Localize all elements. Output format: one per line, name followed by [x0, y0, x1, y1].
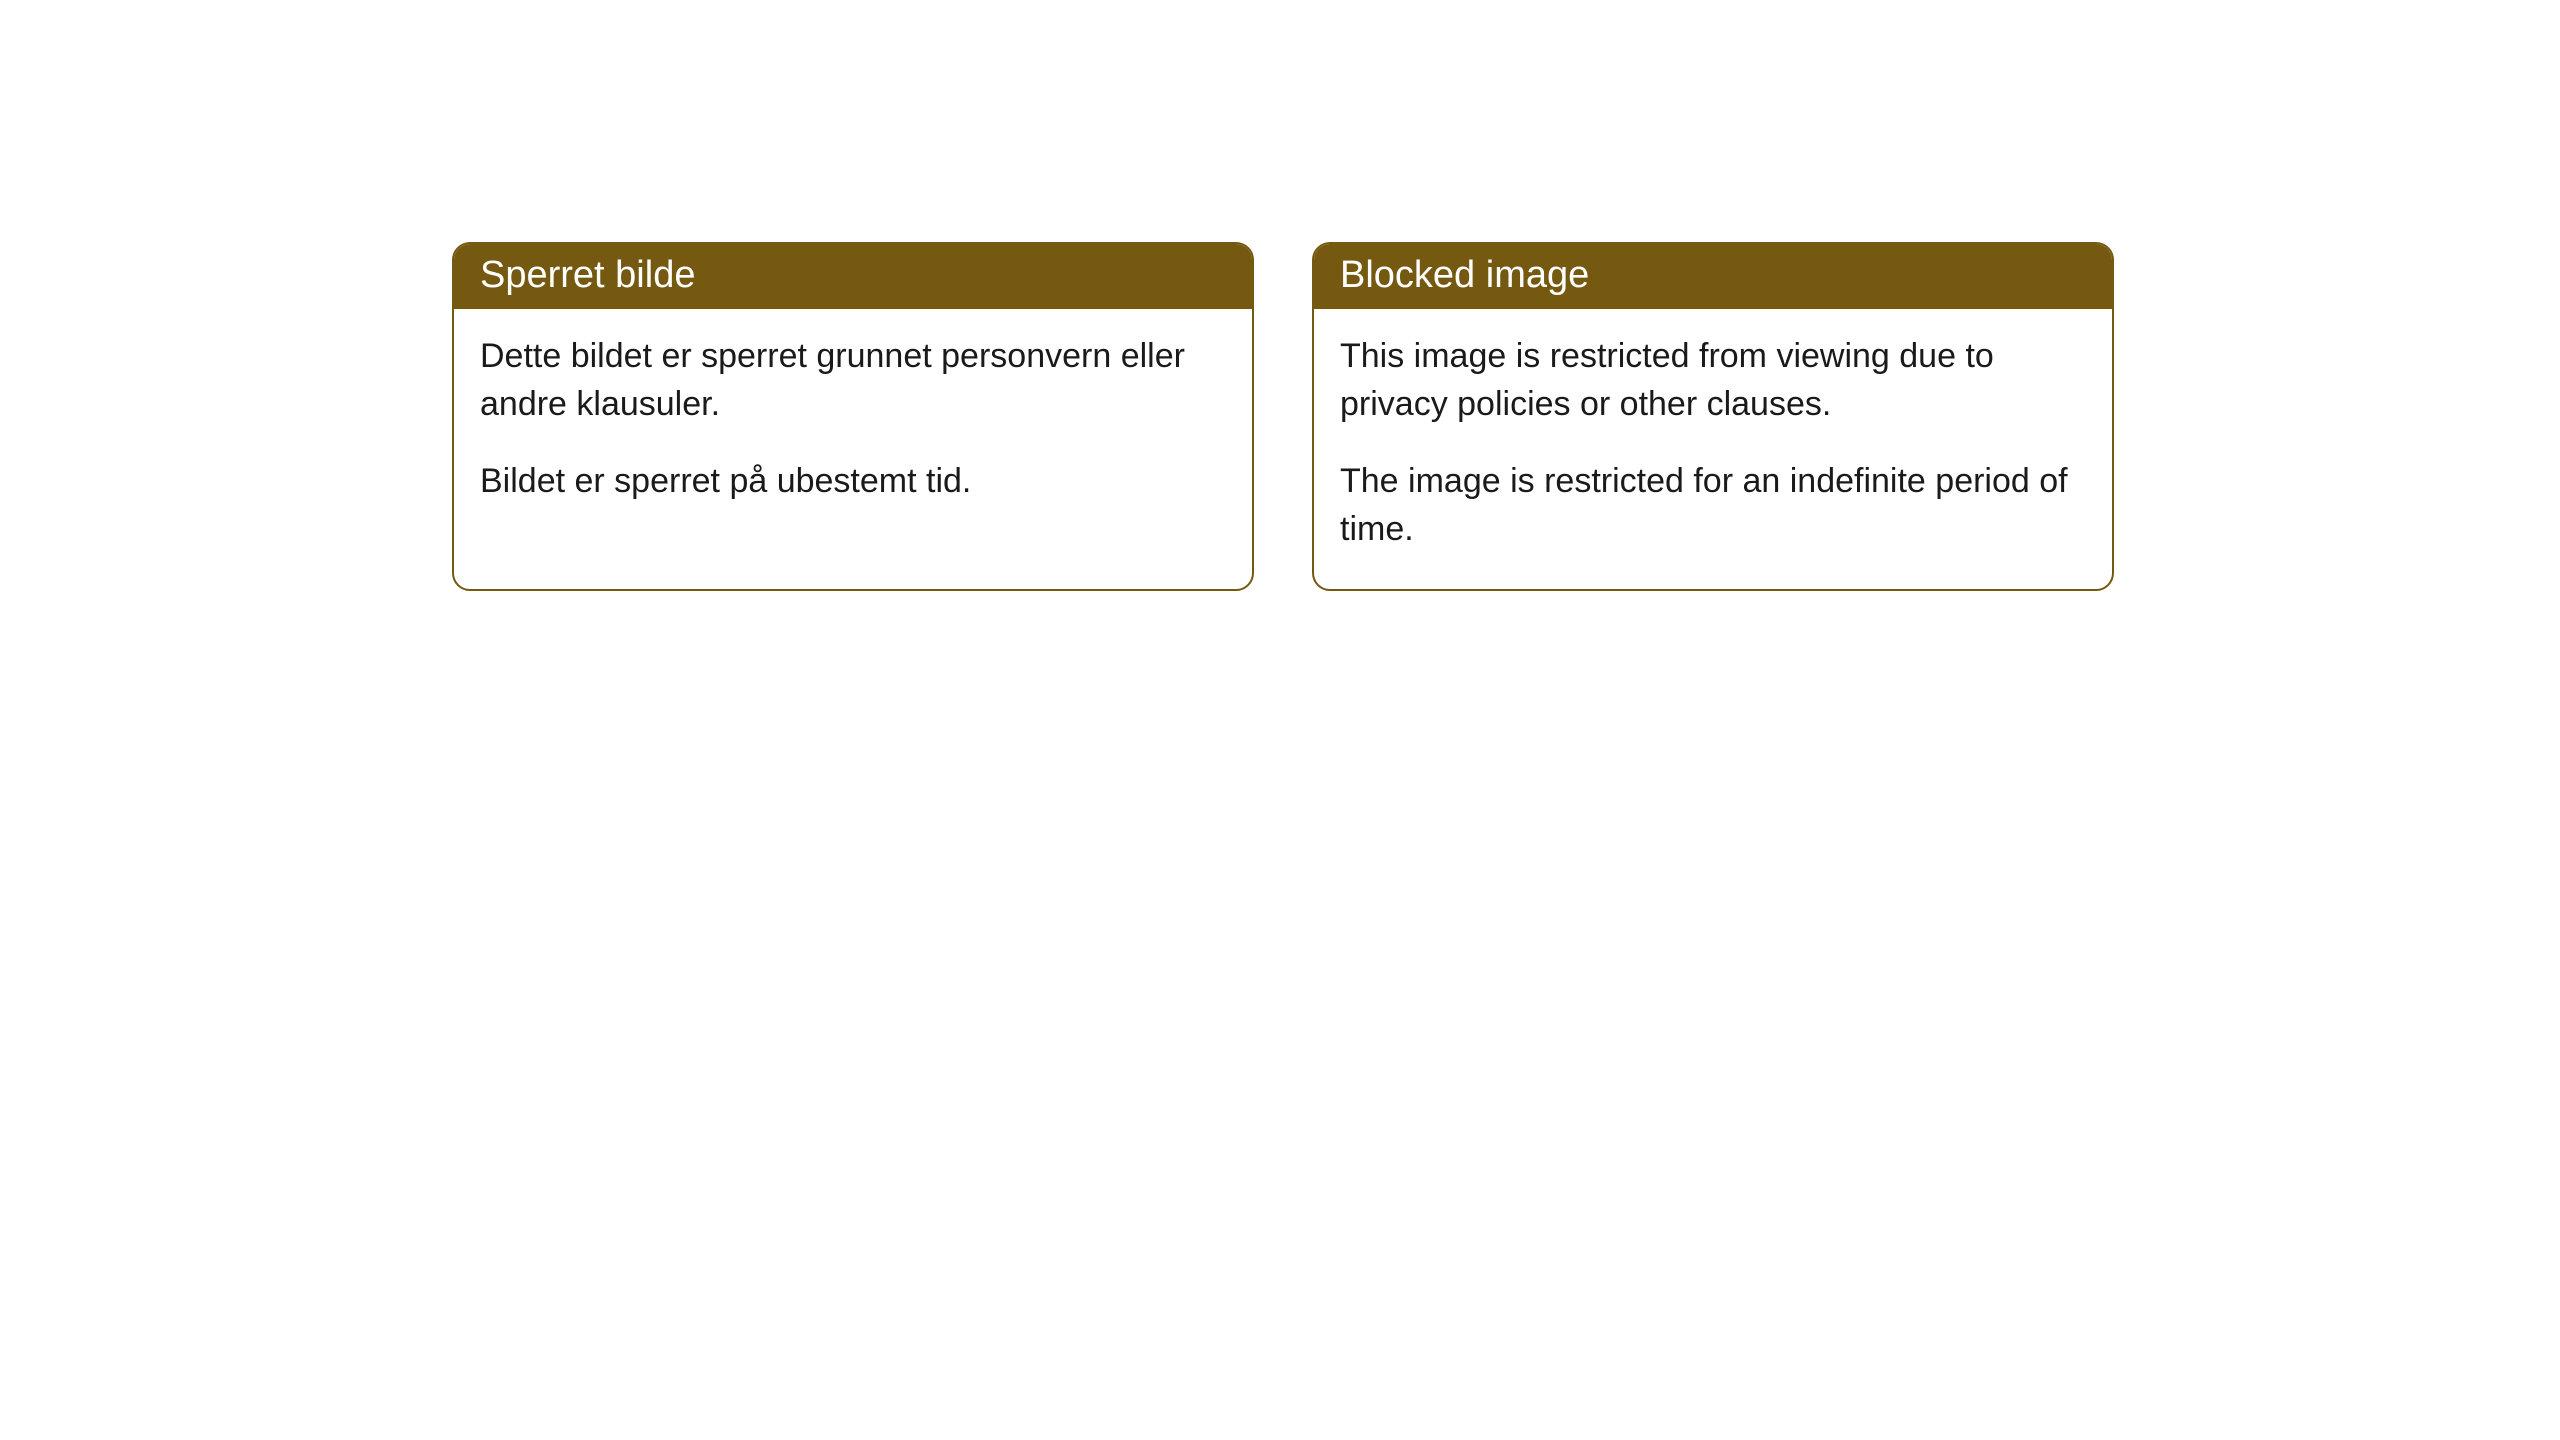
card-paragraph: Dette bildet er sperret grunnet personve…: [480, 333, 1226, 428]
card-body: Dette bildet er sperret grunnet personve…: [454, 309, 1252, 542]
card-header: Sperret bilde: [454, 244, 1252, 309]
blocked-image-card-norwegian: Sperret bilde Dette bildet er sperret gr…: [452, 242, 1254, 591]
card-header: Blocked image: [1314, 244, 2112, 309]
card-body: This image is restricted from viewing du…: [1314, 309, 2112, 589]
card-paragraph: This image is restricted from viewing du…: [1340, 333, 2086, 428]
card-paragraph: Bildet er sperret på ubestemt tid.: [480, 458, 1226, 506]
cards-container: Sperret bilde Dette bildet er sperret gr…: [0, 0, 2560, 591]
card-title: Blocked image: [1340, 254, 1589, 296]
card-paragraph: The image is restricted for an indefinit…: [1340, 458, 2086, 553]
card-title: Sperret bilde: [480, 254, 695, 296]
blocked-image-card-english: Blocked image This image is restricted f…: [1312, 242, 2114, 591]
